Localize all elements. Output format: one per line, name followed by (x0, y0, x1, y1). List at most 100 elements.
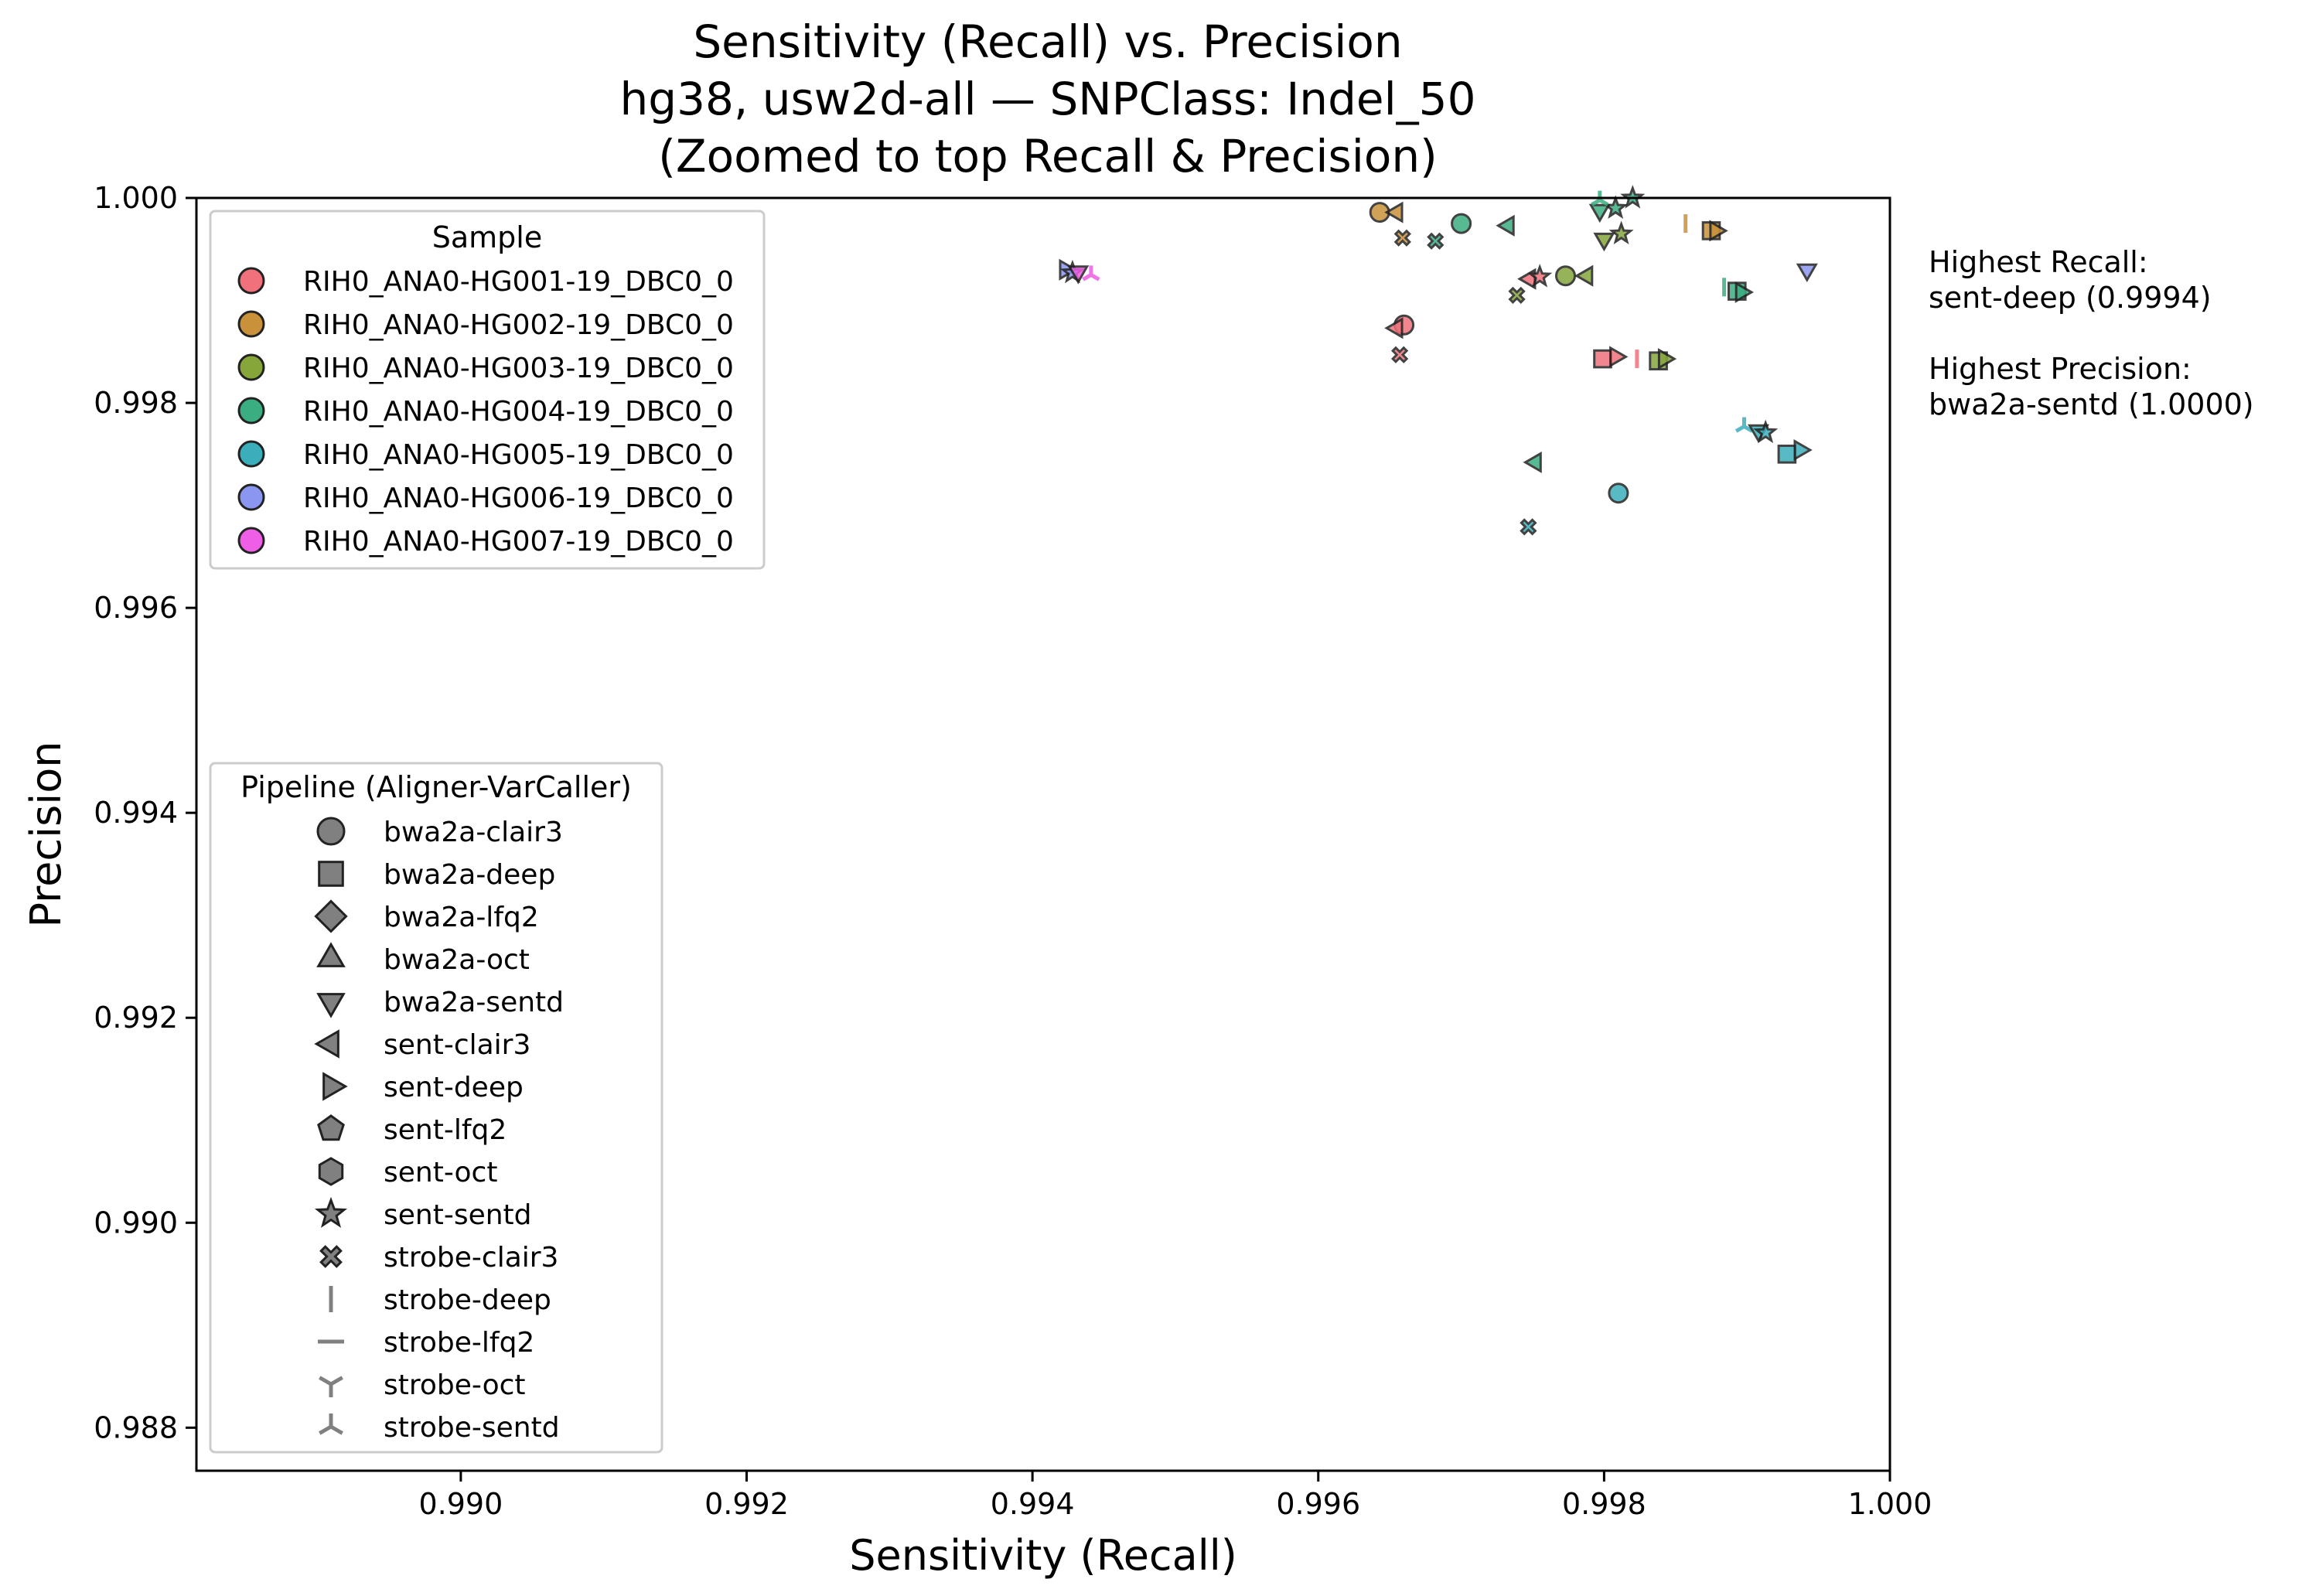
sample-legend-entries: RIH0_ANA0-HG001-19_DBC0_0 RIH0_ANA0-HG002… (237, 266, 734, 558)
data-point (1753, 419, 1779, 444)
sample-legend-swatch (237, 310, 265, 338)
pipeline-legend-label: bwa2a-oct (384, 944, 530, 976)
data-point (1588, 203, 1611, 223)
data-point (1593, 349, 1612, 369)
sample-legend-swatch (237, 483, 265, 511)
data-point (1657, 348, 1677, 370)
data-point (1520, 518, 1537, 536)
data-point (1523, 451, 1542, 473)
pipeline-legend-label: strobe-deep (384, 1284, 551, 1316)
plot-frame (195, 196, 1891, 1472)
sample-legend-label: RIH0_ANA0-HG004-19_DBC0_0 (303, 396, 734, 428)
pipeline-legend-marker (318, 1157, 344, 1186)
pipeline-legend-label: strobe-lfq2 (384, 1327, 534, 1359)
pipeline-legend-label: strobe-clair3 (384, 1242, 558, 1274)
x-tick-label: 0.998 (1562, 1487, 1646, 1521)
pipeline-legend-label: strobe-oct (384, 1369, 526, 1401)
x-tick-label: 0.992 (704, 1487, 789, 1521)
sample-legend-item: RIH0_ANA0-HG007-19_DBC0_0 (237, 526, 734, 558)
data-point (1390, 346, 1409, 363)
pipeline-legend-marker (316, 817, 346, 846)
pipeline-legend-item: sent-sentd (314, 1196, 532, 1231)
sample-legend-item: RIH0_ANA0-HG006-19_DBC0_0 (237, 483, 734, 514)
data-point (1555, 265, 1576, 287)
data-point (1603, 195, 1629, 219)
data-point (1734, 417, 1754, 433)
x-tick-label: 0.996 (1276, 1487, 1360, 1521)
sample-legend-label: RIH0_ANA0-HG006-19_DBC0_0 (303, 483, 734, 514)
pipeline-legend-item: bwa2a-deep (318, 859, 555, 891)
pipeline-legend-marker (317, 1114, 345, 1141)
sample-legend-item: RIH0_ANA0-HG003-19_DBC0_0 (237, 353, 734, 384)
data-point (1793, 438, 1813, 462)
y-tick-label: 0.996 (94, 591, 178, 625)
annotation-highest-precision-label: Highest Precision: (1929, 352, 2192, 386)
data-point (1384, 201, 1404, 223)
data-point (1574, 264, 1594, 287)
y-tick-label: 0.988 (94, 1410, 178, 1444)
y-tick-label: 0.990 (94, 1206, 178, 1240)
pipeline-legend-item: sent-clair3 (314, 1029, 530, 1061)
sample-legend-item: RIH0_ANA0-HG005-19_DBC0_0 (237, 439, 734, 471)
data-point (1796, 263, 1818, 283)
pipeline-legend-label: strobe-sentd (384, 1412, 560, 1444)
data-point (1384, 317, 1404, 339)
pipeline-legend-item: bwa2a-oct (316, 942, 530, 976)
pipeline-legend-marker (319, 1376, 343, 1397)
pipeline-legend-item: sent-oct (318, 1157, 497, 1188)
pipeline-legend-label: sent-clair3 (384, 1029, 530, 1061)
sample-legend-label: RIH0_ANA0-HG007-19_DBC0_0 (303, 526, 734, 558)
data-point (1527, 264, 1553, 288)
sample-legend-item: RIH0_ANA0-HG004-19_DBC0_0 (237, 396, 734, 428)
sample-legend-label: RIH0_ANA0-HG001-19_DBC0_0 (303, 266, 734, 298)
pipeline-legend-item: strobe-clair3 (319, 1242, 558, 1274)
sample-legend-label: RIH0_ANA0-HG005-19_DBC0_0 (303, 439, 734, 471)
sample-legend-item: RIH0_ANA0-HG001-19_DBC0_0 (237, 266, 734, 298)
chart-title-line-1: Sensitivity (Recall) vs. Precision (693, 15, 1402, 68)
pipeline-legend-marker (322, 1072, 348, 1101)
sample-legend-swatch (237, 527, 265, 554)
pipeline-legend-marker (319, 1414, 343, 1435)
chart-title-line-2: hg38, usw2d-all — SNPClass: Indel_50 (620, 73, 1476, 125)
data-point (1496, 214, 1515, 237)
sample-legend: Sample RIH0_ANA0-HG001-19_DBC0_0RIH0_ANA… (209, 210, 766, 570)
sample-legend-label: RIH0_ANA0-HG003-19_DBC0_0 (303, 353, 734, 384)
pipeline-legend-item: bwa2a-lfq2 (314, 899, 539, 933)
y-axis: 0.988 0.990 0.992 0.994 0.996 0.998 1.000 (94, 181, 196, 1444)
y-tick-label: 0.992 (94, 1001, 178, 1035)
x-tick-label: 1.000 (1848, 1487, 1932, 1521)
data-point (1067, 265, 1090, 285)
x-tick-label: 0.990 (419, 1487, 503, 1521)
pipeline-legend-item: strobe-sentd (319, 1412, 560, 1444)
y-axis-label: Precision (22, 742, 70, 928)
sample-legend-frame (209, 210, 766, 570)
pipeline-legend-marker (314, 1029, 339, 1059)
chart-title-line-3: (Zoomed to top Recall & Precision) (658, 130, 1437, 182)
pipeline-legend-label: sent-lfq2 (384, 1114, 507, 1146)
pipeline-legend-marker (318, 861, 344, 887)
x-axis: 0.990 0.992 0.994 0.996 0.998 1.000 (419, 1471, 1932, 1521)
pipeline-legend-marker (316, 993, 346, 1018)
pipeline-legend-label: bwa2a-sentd (384, 987, 564, 1018)
data-point (1709, 220, 1728, 242)
data-point (1082, 265, 1100, 281)
annotation-highest-precision-value: bwa2a-sentd (1.0000) (1929, 387, 2254, 421)
pipeline-legend-marker (319, 1245, 343, 1268)
pipeline-legend-marker (316, 942, 346, 967)
sample-legend-title: Sample (432, 220, 542, 254)
pipeline-legend-title: Pipeline (Aligner-VarCaller) (240, 770, 632, 804)
annotation-highest-recall-value: sent-deep (0.9994) (1929, 281, 2212, 315)
pipeline-legend-frame (209, 762, 663, 1454)
pipeline-legend-marker (314, 1196, 348, 1228)
pipeline-legend-item: bwa2a-clair3 (316, 817, 563, 848)
sample-legend-swatch (237, 353, 265, 381)
pipeline-legend-label: bwa2a-deep (384, 859, 555, 891)
pipeline-legend-item: sent-lfq2 (317, 1114, 507, 1146)
data-point (1427, 232, 1445, 250)
pipeline-legend: Pipeline (Aligner-VarCaller) bwa2a-clair… (209, 762, 663, 1454)
x-tick-label: 0.994 (991, 1487, 1075, 1521)
pipeline-legend-item: bwa2a-sentd (316, 987, 564, 1018)
sample-legend-swatch (237, 397, 265, 425)
plot-area (1059, 185, 1818, 536)
